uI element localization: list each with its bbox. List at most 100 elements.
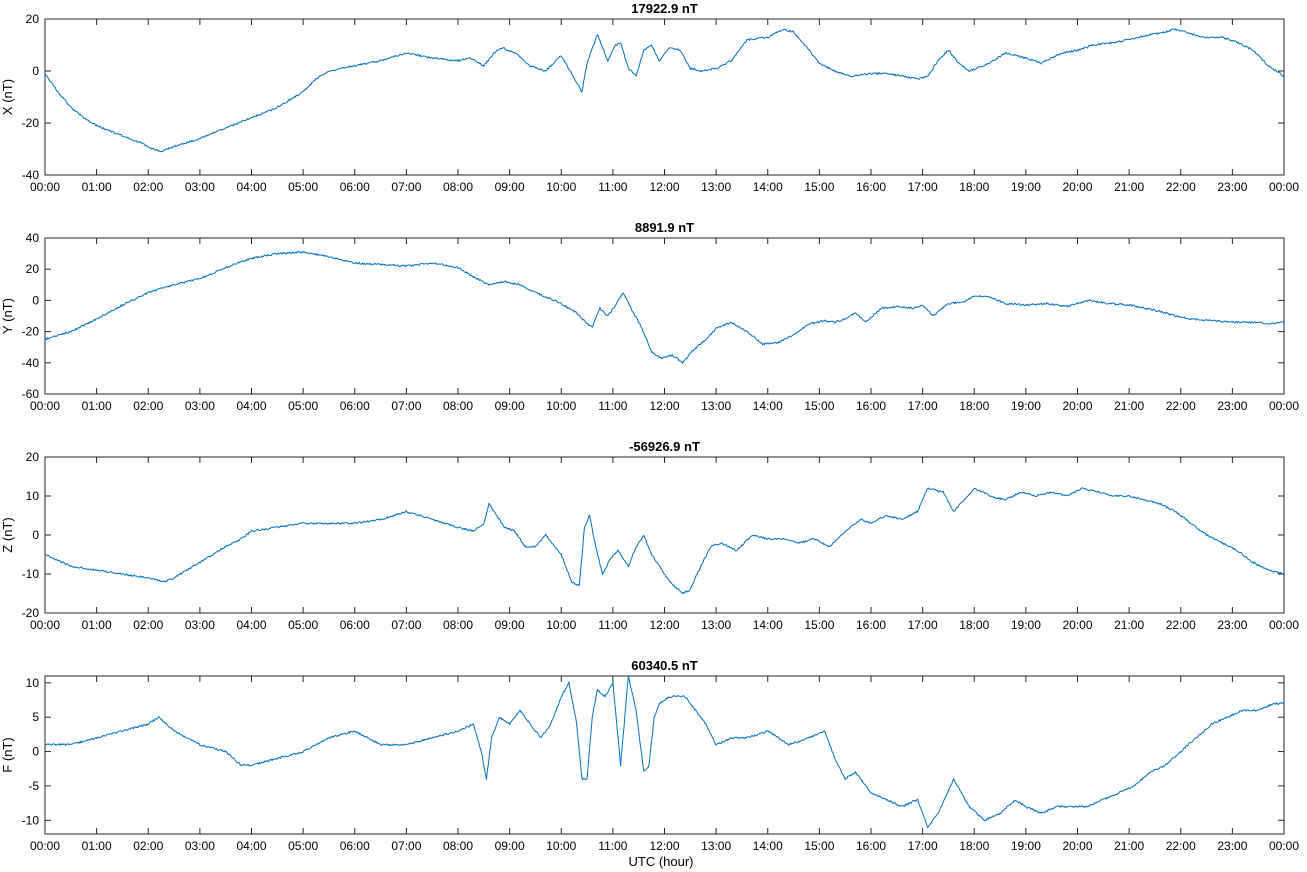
x-tick-label: 01:00 <box>82 618 112 632</box>
x-tick-label: 10:00 <box>546 180 576 194</box>
x-tick-label: 08:00 <box>443 180 473 194</box>
x-tick-label: 18:00 <box>959 839 989 853</box>
x-tick-label: 20:00 <box>1062 839 1092 853</box>
axes-frame <box>44 18 1285 176</box>
x-tick-label: 03:00 <box>185 618 215 632</box>
y-tick-label: 0 <box>32 528 39 542</box>
x-tick-label: 18:00 <box>959 618 989 632</box>
x-tick-label: 03:00 <box>185 399 215 413</box>
x-tick-label: 16:00 <box>856 399 886 413</box>
x-tick-label: 11:00 <box>598 618 627 632</box>
panel-x: 17922.9 nT 00:00 01:00 02:00 03:00 04:00 05:00… <box>0 1 1299 194</box>
y-tick-label: 0 <box>32 64 39 78</box>
y-axis-label: X (nT) <box>0 79 15 115</box>
x-tick-label: 05:00 <box>288 839 318 853</box>
x-tick-label: 08:00 <box>443 399 473 413</box>
y-tick-label: -10 <box>22 813 40 827</box>
y-tick-label: -60 <box>22 387 40 401</box>
x-tick-label: 02:00 <box>133 618 163 632</box>
series-line-x <box>44 28 1285 153</box>
x-tick-label: 18:00 <box>959 180 989 194</box>
x-tick-label: 04:00 <box>236 839 266 853</box>
x-tick-label: 12:00 <box>649 839 679 853</box>
y-tick-label: 20 <box>26 262 40 276</box>
x-tick-label: 03:00 <box>185 180 215 194</box>
x-tick-label: 22:00 <box>1166 618 1196 632</box>
panel-title: 17922.9 nT <box>631 1 698 16</box>
y-tick-label: -20 <box>22 325 40 339</box>
axes-frame <box>44 237 1285 395</box>
x-tick-label: 05:00 <box>288 399 318 413</box>
x-tick-label: 04:00 <box>236 180 266 194</box>
x-tick-label: 19:00 <box>1011 180 1041 194</box>
x-tick-label: 09:00 <box>495 180 525 194</box>
y-tick-label: -40 <box>22 356 40 370</box>
x-tick-label: 00:00 <box>30 399 60 413</box>
x-tick-label: 01:00 <box>82 839 112 853</box>
x-tick-label: 22:00 <box>1166 839 1196 853</box>
x-tick-label: 17:00 <box>908 618 938 632</box>
x-tick-label: 15:00 <box>804 839 834 853</box>
y-tick-label: 5 <box>32 710 39 724</box>
x-tick-label: 09:00 <box>495 399 525 413</box>
x-tick-label: 18:00 <box>959 399 989 413</box>
x-tick-label: 21:00 <box>1114 180 1144 194</box>
y-tick-label: -20 <box>22 116 40 130</box>
x-tick-label: 01:00 <box>82 399 112 413</box>
x-tick-label: 23:00 <box>1217 399 1247 413</box>
x-tick-label: 23:00 <box>1217 180 1247 194</box>
x-tick-label: 14:00 <box>753 839 783 853</box>
x-tick-label: 23:00 <box>1217 839 1247 853</box>
y-tick-label: 20 <box>26 450 40 464</box>
x-tick-label: 07:00 <box>391 618 421 632</box>
x-tick-label: 11:00 <box>598 839 627 853</box>
x-tick-label: 08:00 <box>443 839 473 853</box>
y-tick-label: -40 <box>22 168 40 182</box>
x-tick-label: 07:00 <box>391 839 421 853</box>
x-tick-label: 22:00 <box>1166 399 1196 413</box>
x-tick-label: 15:00 <box>804 618 834 632</box>
x-tick-label: 10:00 <box>546 618 576 632</box>
x-tick-label: 00:00 <box>1269 399 1299 413</box>
x-tick-label: 00:00 <box>1269 618 1299 632</box>
x-tick-label: 03:00 <box>185 839 215 853</box>
x-tick-label: 07:00 <box>391 399 421 413</box>
y-tick-label: -5 <box>28 779 39 793</box>
x-tick-label: 14:00 <box>753 180 783 194</box>
y-axis-label: F (nT) <box>0 737 15 772</box>
x-tick-label: 21:00 <box>1114 399 1144 413</box>
x-tick-label: 12:00 <box>649 180 679 194</box>
x-tick-label: 14:00 <box>753 618 783 632</box>
x-tick-label: 02:00 <box>133 839 163 853</box>
x-tick-label: 14:00 <box>753 399 783 413</box>
x-tick-label: 23:00 <box>1217 618 1247 632</box>
x-tick-label: 06:00 <box>340 839 370 853</box>
x-axis-label: UTC (hour) <box>628 854 693 869</box>
y-tick-label: 10 <box>26 489 40 503</box>
panel-f: 60340.5 nT 00:00 01:00 02:00 03:00 04:00 05:00… <box>0 658 1299 853</box>
x-tick-label: 19:00 <box>1011 618 1041 632</box>
x-tick-label: 16:00 <box>856 180 886 194</box>
x-tick-label: 10:00 <box>546 399 576 413</box>
x-tick-label: 19:00 <box>1011 399 1041 413</box>
series-line-y <box>44 250 1284 364</box>
y-tick-label: -10 <box>22 567 40 581</box>
x-tick-label: 02:00 <box>133 399 163 413</box>
x-tick-label: 06:00 <box>340 399 370 413</box>
x-tick-label: 13:00 <box>701 399 731 413</box>
x-tick-label: 16:00 <box>856 839 886 853</box>
panel-y: 8891.9 nT 00:00 01:00 02:00 03:00 04:00 05:00 0… <box>0 220 1299 413</box>
x-tick-label: 11:00 <box>598 180 627 194</box>
series-line-f <box>44 675 1285 828</box>
y-tick-label: 0 <box>32 293 39 307</box>
x-tick-label: 16:00 <box>856 618 886 632</box>
x-tick-label: 10:00 <box>546 839 576 853</box>
y-tick-label: 10 <box>26 676 40 690</box>
x-tick-label: 06:00 <box>340 180 370 194</box>
x-tick-label: 01:00 <box>82 180 112 194</box>
x-tick-label: 00:00 <box>1269 839 1299 853</box>
x-tick-label: 06:00 <box>340 618 370 632</box>
y-tick-label: 0 <box>32 745 39 759</box>
x-tick-label: 00:00 <box>30 618 60 632</box>
x-tick-label: 17:00 <box>908 839 938 853</box>
